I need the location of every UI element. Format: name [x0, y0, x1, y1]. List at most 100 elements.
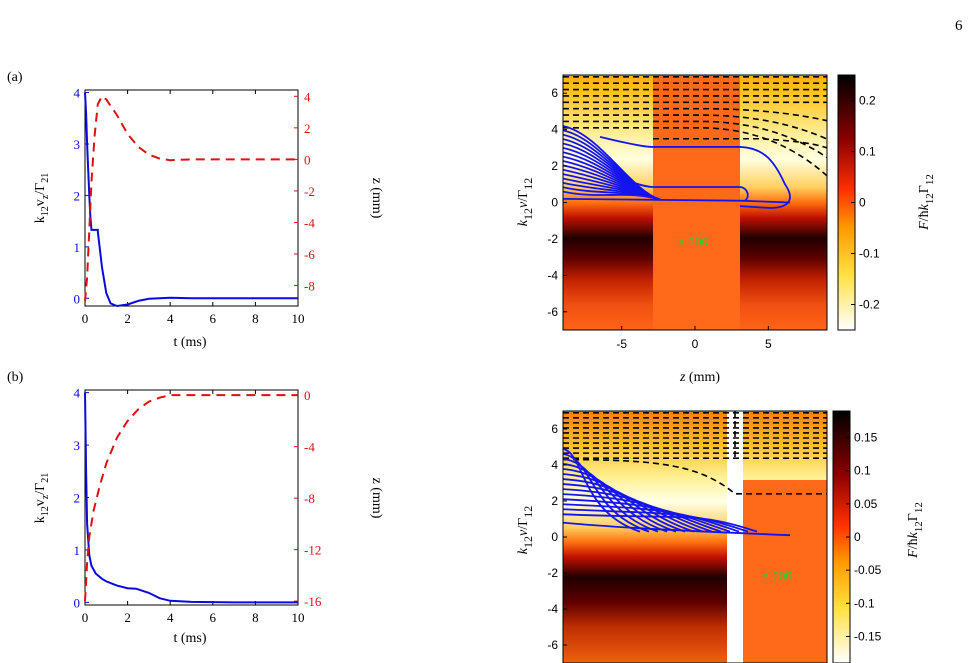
plot-frame-b: [84, 389, 299, 606]
line-chart-a: 0 2 4 6 8 10 0 1 2 3 4 4 2 0 -2 -4 -6 -8 t (ms) k12vz/Γ21…: [33, 86, 384, 350]
trajectory-b: [563, 498, 731, 533]
map-y-tick-label-a: -4: [547, 268, 558, 282]
y-tick-label-left-b: 2: [74, 491, 81, 506]
y-tick-label-left-a: 0: [74, 291, 81, 306]
boundary-dash-b: [563, 458, 827, 495]
boundary-dash-a: [563, 107, 827, 122]
map-y-tick-label-b: -2: [547, 566, 558, 580]
heatmap-b: × 200 -6 -4 -2 0 2 4 6 k12v/Γ12 0.15 0.1 0.05 0 -0…: [516, 410, 925, 663]
x-tick-label-b: 10: [292, 610, 305, 625]
x-axis-label-map-a: z (mm): [679, 370, 720, 385]
trajectories-b: [563, 447, 791, 537]
plot-frame-a: [84, 89, 299, 307]
y-tick-label-right-b: -16: [304, 594, 322, 609]
y-tick-label-left-a: 1: [74, 240, 81, 255]
boundary-dash-a: [563, 120, 827, 159]
x-tick-label-b: 8: [252, 610, 259, 625]
colorbar-tick-label-b: 0.1: [854, 464, 871, 478]
velocity-line-a: [84, 92, 298, 308]
page-number: 6: [955, 18, 963, 34]
y-tick-label-right-a: -6: [304, 247, 315, 262]
map-y-tick-label-a: -2: [547, 232, 558, 246]
x-tick-label-b: 0: [82, 610, 89, 625]
colorbar-tick-label-a: 0.1: [859, 145, 876, 159]
map-y-tick-label-a: 6: [551, 86, 558, 100]
map-y-tick-label-b: 0: [551, 530, 558, 544]
y-tick-label-right-b: 0: [304, 388, 311, 403]
trajectory-a: [619, 176, 749, 202]
colorbar-tick-label-b: -0.1: [854, 596, 875, 610]
map-y-tick-label-a: -6: [547, 305, 558, 319]
trajectories-a: [563, 125, 791, 209]
scale-annotation-b: × 200: [762, 569, 793, 583]
x-tick-label-b: 2: [124, 610, 131, 625]
x-tick-label-a: 2: [124, 311, 131, 326]
y-tick-label-left-b: 3: [74, 438, 81, 453]
trajectory-b: [563, 508, 749, 533]
map-y-tick-label-a: 2: [551, 159, 558, 173]
line-chart-b: 0 2 4 6 8 10 0 1 2 3 4 0 -4 -8 -12 -16 t (ms) k12vz/Γ21…: [33, 386, 384, 646]
map-y-tick-label-b: 6: [551, 422, 558, 436]
map-y-tick-label-a: 4: [551, 123, 558, 137]
y-tick-label-right-a: -8: [304, 279, 315, 294]
scaled-region-b: [743, 480, 827, 663]
scaled-region-a: [653, 75, 740, 330]
y-tick-label-right-a: -4: [304, 215, 315, 230]
y-tick-label-left-a: 3: [74, 137, 81, 152]
map-y-tick-label-b: -6: [547, 638, 558, 652]
y-tick-label-right-b: -4: [304, 440, 315, 455]
y-tick-label-right-a: 2: [304, 121, 311, 136]
boundary-dash-a: [563, 114, 827, 140]
x-tick-label-a: 0: [82, 311, 89, 326]
colorbar-tick-label-b: 0.15: [854, 431, 878, 445]
map-y-tick-label-b: 2: [551, 494, 558, 508]
colorbar-label-a: F/ħk12Γ12: [917, 174, 936, 231]
y-tick-label-right-a: -2: [304, 184, 315, 199]
map-x-tick-label-a: 0: [692, 337, 699, 351]
x-tick-label-a: 4: [167, 311, 174, 326]
trajectory-b: [563, 503, 740, 533]
y-tick-label-left-b: 4: [74, 386, 81, 401]
boundary-dash-a: [563, 127, 827, 177]
y-axis-label-map-b: k12v/Γ12: [516, 506, 535, 554]
trajectory-a: [563, 197, 791, 204]
y-axis-label-left-a: k12vz/Γ21: [33, 173, 51, 223]
map-x-tick-label-a: -5: [616, 337, 627, 351]
y-tick-label-left-a: 2: [74, 188, 81, 203]
trajectory-b: [563, 468, 677, 533]
trajectory-a: [599, 136, 791, 209]
x-axis-label-a: t (ms): [173, 335, 206, 350]
colorbar-tick-label-b: -0.15: [854, 629, 882, 643]
y-tick-label-left-b: 1: [74, 543, 81, 558]
y-tick-label-right-b: -8: [304, 491, 315, 506]
y-axis-label-right-a: z (mm): [369, 178, 384, 219]
trajectory-b: [563, 463, 668, 533]
x-axis-label-b: t (ms): [173, 631, 206, 646]
colorbar-tick-label-a: 0.2: [859, 94, 876, 108]
gap-region-b: [727, 411, 743, 663]
position-line-a: [84, 94, 298, 302]
x-tick-label-b: 6: [210, 610, 217, 625]
y-tick-label-right-a: 4: [304, 89, 311, 104]
boundary-dashes-a: [563, 76, 827, 177]
colorbar-label-b: F/ħk12Γ12: [906, 502, 925, 559]
y-tick-label-right-a: 0: [304, 152, 311, 167]
boundary-dashes-b: [563, 411, 827, 495]
colorbar-tick-label-b: -0.05: [854, 563, 882, 577]
colorbar-tick-label-a: 0: [859, 196, 866, 210]
boundary-dash-a: [653, 137, 827, 149]
velocity-line-b: [84, 392, 298, 604]
position-line-b: [84, 394, 298, 602]
heatmap-a: × 200 -6 -4 -2 0 2 4 6 -5 0 5 z (mm) k12v/Γ12 0.2…: [516, 74, 936, 385]
y-tick-label-left-b: 0: [74, 595, 81, 610]
y-axis-label-right-b: z (mm): [369, 478, 384, 519]
map-y-tick-label-b: 4: [551, 458, 558, 472]
x-tick-label-b: 4: [167, 610, 174, 625]
y-axis-label-map-a: k12v/Γ12: [516, 178, 535, 226]
x-tick-label-a: 10: [292, 311, 305, 326]
y-tick-label-right-b: -12: [304, 543, 321, 558]
y-axis-label-left-b: k12vz/Γ21: [33, 473, 51, 523]
trajectory-b: [563, 521, 791, 537]
panel-label-a: (a): [7, 70, 23, 85]
